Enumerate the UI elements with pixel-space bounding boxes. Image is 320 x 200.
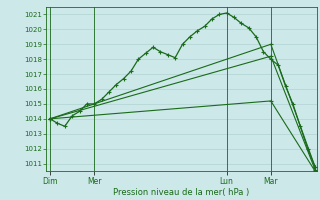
X-axis label: Pression niveau de la mer( hPa ): Pression niveau de la mer( hPa ) bbox=[114, 188, 250, 197]
